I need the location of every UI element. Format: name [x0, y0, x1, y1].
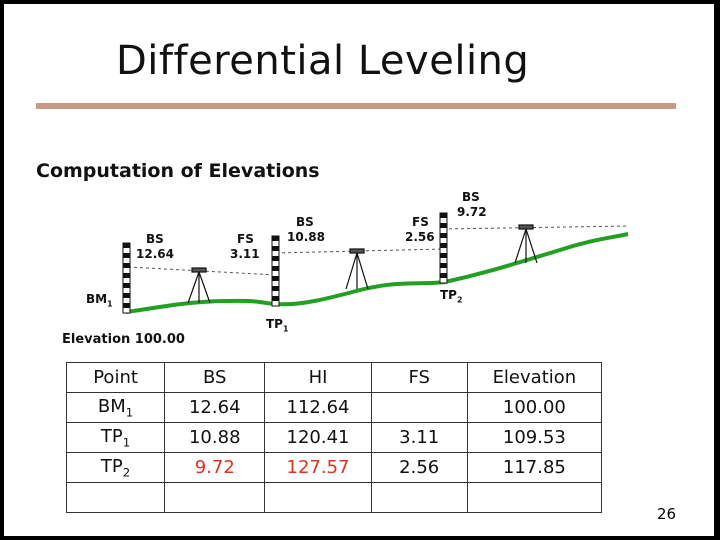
- table-row-empty: [65, 482, 603, 513]
- table-row: BM1 12.64 112.64 100.00: [65, 392, 603, 423]
- cell-fs: [370, 392, 468, 423]
- col-hi: HI: [264, 362, 372, 393]
- rod-tp2: [439, 212, 448, 284]
- leveling-table: Point BS HI FS Elevation BM1 12.64 112.6…: [65, 362, 603, 513]
- col-elevation: Elevation: [466, 362, 603, 393]
- col-fs: FS: [370, 362, 468, 393]
- cell-fs: 2.56: [370, 452, 468, 483]
- slide-title: Differential Leveling: [116, 38, 530, 84]
- ground-line: [125, 232, 629, 314]
- cell-bs: 12.64: [164, 392, 266, 423]
- table-row: TP1 10.88 120.41 3.11 109.53: [65, 422, 603, 453]
- bs3-label: BS: [462, 190, 480, 204]
- cell-hi-highlight: 127.57: [264, 452, 372, 483]
- bs2-label: BS: [296, 215, 314, 229]
- fs1-label: FS: [237, 232, 254, 246]
- title-underline: [36, 103, 676, 109]
- bs1-value: 12.64: [136, 247, 174, 261]
- cell-hi: 120.41: [264, 422, 372, 453]
- cell-bs-highlight: 9.72: [164, 452, 266, 483]
- table-row: TP2 9.72 127.57 2.56 117.85: [65, 452, 603, 483]
- level-instrument-3: [514, 224, 538, 264]
- fs2-value: 2.56: [405, 230, 435, 244]
- cell-empty: [370, 482, 468, 513]
- cell-empty: [164, 482, 266, 513]
- cell-point: TP1: [65, 422, 166, 453]
- fs1-value: 3.11: [230, 247, 260, 261]
- col-bs: BS: [164, 362, 266, 393]
- cell-bs: 10.88: [164, 422, 266, 453]
- col-point: Point: [65, 362, 166, 393]
- sight-line-3: [442, 225, 629, 230]
- cell-elevation: 117.85: [466, 452, 603, 483]
- table-header-row: Point BS HI FS Elevation: [65, 362, 603, 393]
- cell-point: BM1: [65, 392, 166, 423]
- cell-point: TP2: [65, 452, 166, 483]
- tp1-label: TP1: [266, 317, 289, 334]
- cell-elevation: 109.53: [466, 422, 603, 453]
- cell-hi: 112.64: [264, 392, 372, 423]
- bm1-label: BM1: [86, 292, 113, 309]
- tp2-label: TP2: [440, 288, 463, 305]
- rod-tp1: [271, 235, 280, 307]
- fs2-label: FS: [412, 215, 429, 229]
- bs1-label: BS: [146, 232, 164, 246]
- level-instrument-1: [187, 267, 211, 304]
- diagram-subtitle: Computation of Elevations: [36, 160, 320, 182]
- cell-empty: [264, 482, 372, 513]
- starting-elevation: Elevation 100.00: [62, 332, 185, 347]
- bs3-value: 9.72: [457, 205, 487, 219]
- cell-empty: [65, 482, 166, 513]
- sight-line-2: [275, 248, 444, 254]
- cell-empty: [466, 482, 603, 513]
- rod-bm1: [122, 242, 131, 314]
- bs2-value: 10.88: [287, 230, 325, 244]
- page-number: 26: [657, 505, 677, 523]
- level-instrument-2: [345, 248, 369, 290]
- cell-fs: 3.11: [370, 422, 468, 453]
- cell-elevation: 100.00: [466, 392, 603, 423]
